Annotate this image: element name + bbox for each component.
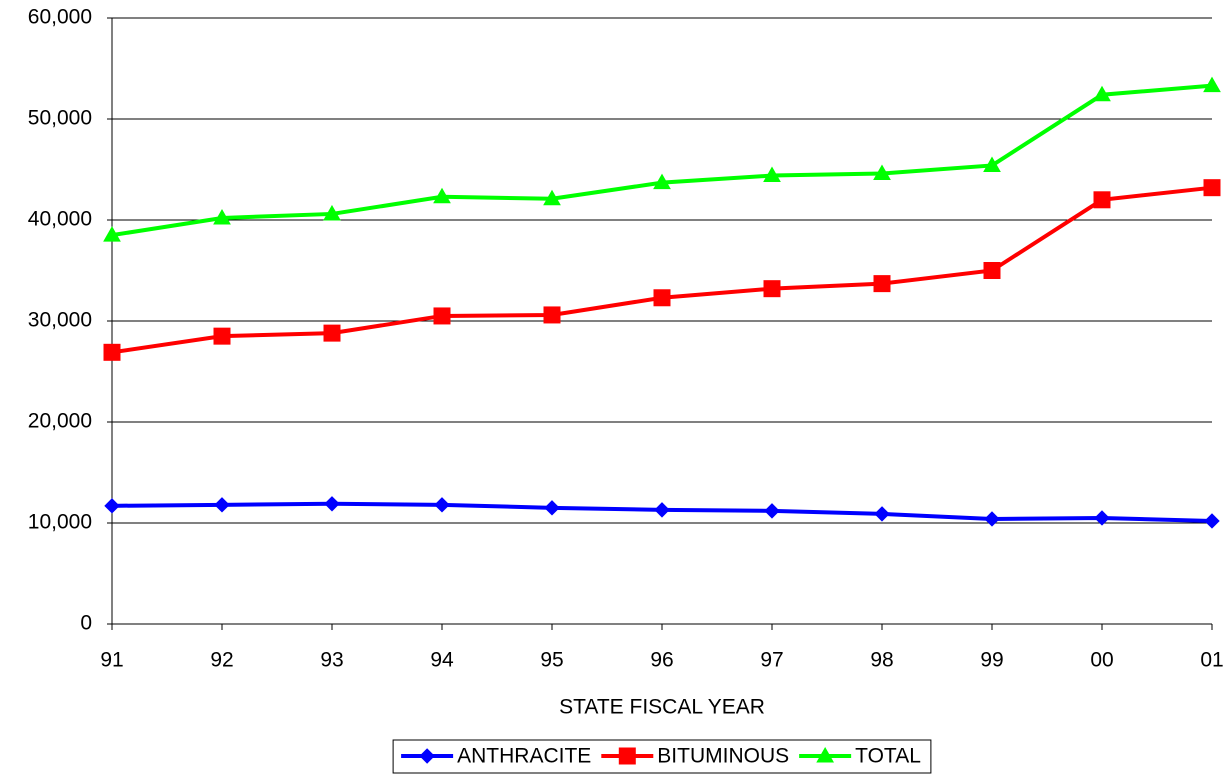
series [103, 179, 1221, 361]
x-axis-label: STATE FISCAL YEAR [559, 696, 765, 719]
marker [433, 307, 451, 325]
x-tick-label: 95 [540, 649, 563, 672]
marker [544, 500, 560, 516]
y-tick-label: 30,000 [28, 309, 92, 332]
legend-label: ANTHRACITE [457, 745, 591, 768]
marker [213, 327, 231, 345]
marker [984, 511, 1000, 527]
marker [618, 747, 636, 765]
marker [654, 502, 670, 518]
marker [1093, 191, 1111, 209]
series-line [111, 185, 1213, 355]
marker [104, 498, 120, 514]
marker [543, 306, 561, 324]
x-tick-label: 94 [430, 649, 454, 672]
marker [1203, 179, 1221, 197]
x-tick-label: 99 [980, 649, 1003, 672]
x-tick-label: 97 [760, 649, 783, 672]
x-tick-label: 93 [320, 649, 343, 672]
marker [214, 497, 230, 513]
marker [1094, 510, 1110, 526]
legend-label: BITUMINOUS [657, 745, 789, 768]
marker [419, 748, 435, 764]
marker [816, 746, 835, 763]
marker [653, 173, 671, 190]
marker [653, 289, 671, 307]
marker [1203, 76, 1221, 93]
marker [874, 506, 890, 522]
marker [873, 164, 891, 181]
y-tick-label: 10,000 [28, 511, 92, 534]
marker [983, 262, 1001, 279]
marker [1204, 513, 1220, 529]
marker [103, 226, 121, 242]
series [104, 496, 1220, 529]
x-tick-label: 96 [650, 649, 673, 672]
x-tick-label: 91 [100, 649, 123, 672]
legend-label: TOTAL [855, 745, 921, 768]
y-tick-label: 20,000 [28, 410, 92, 433]
legend: ANTHRACITE BITUMINOUS TOTAL [392, 739, 932, 774]
y-tick-label: 40,000 [28, 208, 92, 231]
series [103, 76, 1221, 242]
marker [1093, 85, 1111, 102]
series-line [111, 83, 1213, 238]
marker [543, 189, 561, 206]
marker [213, 208, 231, 225]
marker [763, 280, 781, 298]
y-tick-label: 0 [80, 612, 92, 635]
y-tick-label: 50,000 [28, 107, 92, 130]
x-tick-label: 01 [1200, 649, 1223, 672]
marker [873, 275, 891, 293]
x-tick-label: 98 [870, 649, 893, 672]
marker [324, 496, 340, 512]
marker [103, 343, 121, 361]
y-tick-label: 60,000 [28, 6, 92, 29]
x-tick-label: 00 [1090, 649, 1113, 672]
marker [763, 166, 781, 183]
marker [983, 156, 1001, 172]
marker [764, 503, 780, 519]
marker [323, 204, 341, 221]
marker [433, 187, 451, 204]
x-tick-label: 92 [210, 649, 233, 672]
marker [323, 324, 341, 342]
marker [434, 497, 450, 513]
